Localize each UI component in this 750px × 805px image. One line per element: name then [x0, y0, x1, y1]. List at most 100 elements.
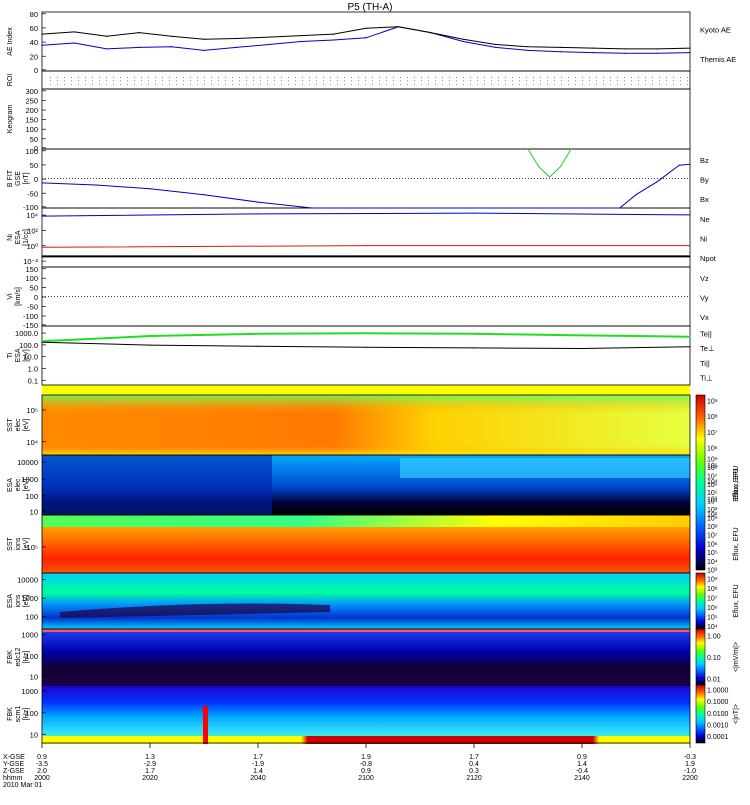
colorbar-tick-esa-i: 10⁶ [707, 605, 718, 612]
point-ae [559, 51, 562, 53]
colorbar-tick-sst-e: 10⁶ [707, 446, 718, 453]
ytick-esa-i: 100 [25, 613, 38, 622]
colorbars [695, 394, 706, 744]
ylabel-fbk-b: scm1 [15, 706, 22, 723]
ytick-velocity: 50 [30, 284, 38, 293]
colorbar-tick-fbk-b: 0.1000 [707, 699, 729, 706]
ylabel-sst-i: SST [7, 536, 14, 550]
point-ae [495, 43, 497, 46]
xtick-time: 2020 [142, 775, 158, 782]
ytick-keogram: 50 [30, 135, 38, 144]
point-temperature [149, 335, 151, 337]
colorbar-label-fbk-b: <|nT|> [733, 704, 740, 724]
point-ae [624, 48, 626, 50]
colorbar-tick-sst-e: 10⁵ [707, 463, 718, 470]
ylabel-fbk-e: FBK [7, 650, 14, 664]
legend-density: Ne [700, 215, 710, 224]
point-bfield [41, 182, 43, 184]
point-temperature [257, 333, 259, 335]
point-density [41, 255, 43, 257]
point-ae [689, 47, 691, 49]
ytick-keogram: 100 [25, 125, 38, 134]
colorbar-tick-esa-e: 10³ [707, 507, 718, 514]
ylabel-esa-e: elec [15, 478, 22, 491]
xtick-xgse: 0.9 [577, 754, 587, 761]
point-temperature [581, 347, 583, 350]
ylabel-sst-e: SST [7, 417, 14, 431]
xtick-zgse: 0.3 [469, 768, 479, 775]
point-ae [138, 46, 140, 49]
point-ae [689, 51, 691, 54]
xtick-xgse: 1.7 [253, 754, 263, 761]
xtick-ygse: 0.4 [469, 761, 479, 768]
esa-electron-spectrogram [42, 455, 690, 515]
point-temperature [581, 334, 583, 336]
plot-title: P5 (TH-A) [348, 2, 393, 13]
ytick-bfield: 100 [25, 147, 38, 156]
ylabel-density: ESA [15, 230, 22, 244]
ytick-velocity: 100 [25, 274, 38, 283]
point-ae [171, 35, 173, 37]
point-bfield [689, 163, 691, 165]
point-ae [333, 39, 335, 41]
panel-frame-keogram [41, 88, 691, 150]
ytick-sst-e: 10⁴ [26, 438, 38, 447]
point-bfield [657, 180, 659, 183]
point-ae [203, 38, 205, 40]
fbk-electric-spectrogram [42, 629, 690, 685]
ytick-sst-e: 10⁵ [27, 406, 38, 415]
legend-bfield: Bx [700, 195, 709, 204]
xtick-time: 2120 [466, 775, 482, 782]
point-bfield [635, 194, 637, 196]
ytick-velocity: -100 [23, 312, 38, 321]
point-bfield [95, 184, 97, 186]
xtick-ygse: -2.9 [144, 761, 156, 768]
xtick-xgse: -0.3 [684, 754, 696, 761]
legend-temperature: Te⊥ [700, 344, 715, 353]
xtick-ygse: 1.4 [577, 761, 587, 768]
esa-ion-spectrogram [42, 573, 690, 629]
colorbar-tick-sst-i: 10⁵ [707, 550, 718, 557]
point-temperature [473, 333, 475, 335]
ytick-velocity: -50 [27, 303, 38, 312]
ylabel-sst-e: elec [15, 418, 22, 431]
legend-temperature: Ti⊥ [700, 374, 713, 383]
colorbar-tick-sst-e: 10³ [707, 496, 718, 503]
xtick-zgse: -0.4 [576, 768, 588, 775]
point-ae [106, 35, 108, 37]
colorbar-tick-esa-i: 10⁴ [707, 624, 718, 631]
ylabel-sst-i: ions [15, 537, 22, 550]
point-ae [657, 52, 659, 54]
series-temperature-ti [41, 332, 691, 343]
xtick-xgse: 0.9 [37, 754, 47, 761]
point-temperature [689, 346, 691, 348]
ytick-fbk-b: 100 [25, 709, 38, 718]
ytick-fbk-e: 1000 [21, 631, 38, 640]
ylabel-sst-e: [eV] [23, 419, 30, 432]
colorbar-tick-esa-i: 10⁷ [707, 596, 718, 603]
point-density [41, 215, 43, 217]
ytick-ae: 60 [30, 24, 38, 33]
point-bfield [149, 188, 151, 190]
point-density [257, 213, 259, 215]
ytick-temperature: 1000.0 [15, 329, 38, 338]
point-ae [171, 46, 173, 48]
ylabel-bfield: B FIT [7, 169, 14, 187]
ytick-esa-i: 10000 [17, 576, 38, 585]
ylabel-density: [1/cc] [23, 229, 30, 246]
series-ae-kyotoae [41, 26, 691, 54]
ylabel-ae: AE Index [7, 27, 14, 56]
panel-frame-density [41, 207, 691, 268]
ylabel-temperature: Ti [7, 352, 14, 358]
legend-temperature: Ti|| [700, 359, 710, 368]
ytick-density: 10⁰ [27, 242, 38, 251]
colorbar-tick-esa-i: 10⁸ [707, 586, 718, 593]
xtick-time: 2040 [250, 775, 266, 782]
legend-ae: Themis AE [700, 55, 736, 64]
colorbar-tick-esa-e: 10⁵ [707, 490, 718, 497]
legend-bfield: By [700, 175, 709, 184]
point-ae [333, 33, 335, 35]
colorbar-label-fbk-e: <|mV/m|> [733, 642, 740, 672]
xtick-zgse: -1.0 [684, 768, 696, 775]
